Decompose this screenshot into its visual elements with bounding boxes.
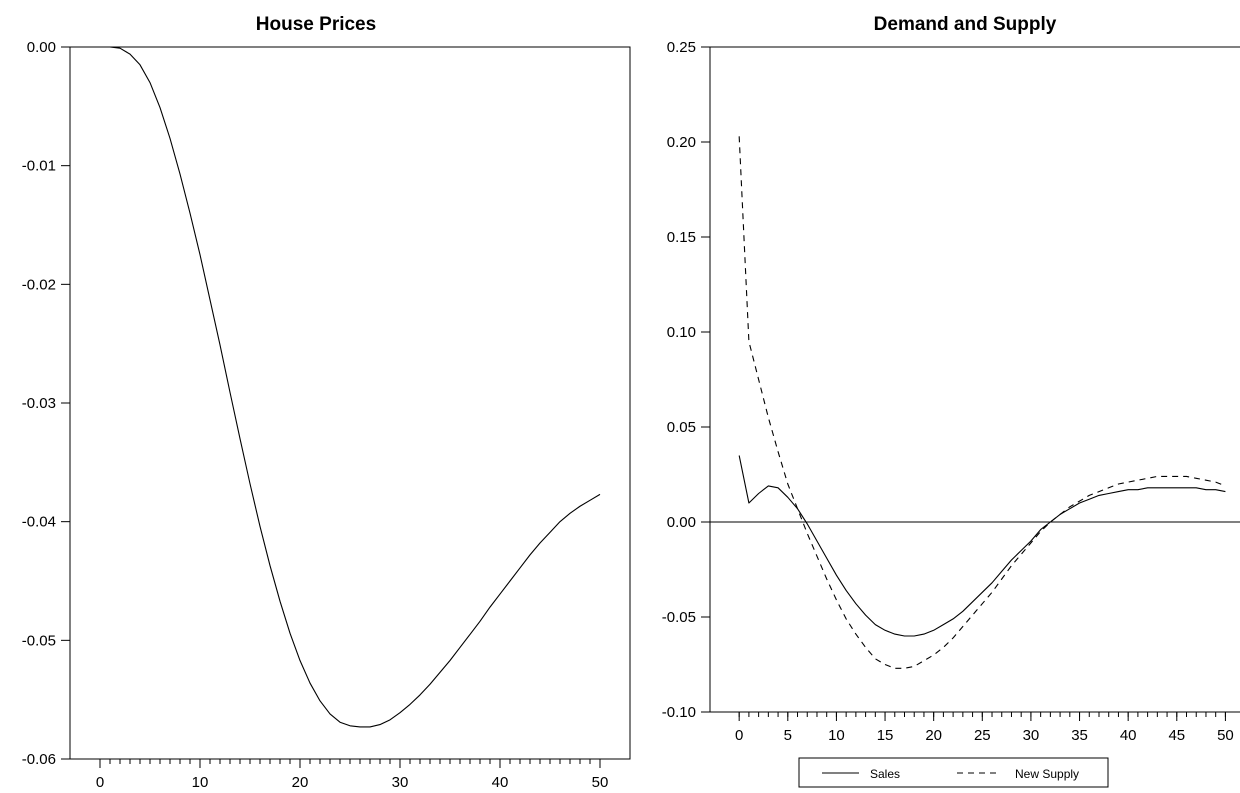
y-tick-label: 0.15 xyxy=(667,229,696,246)
y-tick-label: -0.01 xyxy=(22,158,56,175)
series-line-sales xyxy=(738,455,1226,637)
y-tick-label: -0.05 xyxy=(662,609,696,626)
x-tick-label: 35 xyxy=(1071,727,1088,744)
x-tick-label: 45 xyxy=(1168,727,1185,744)
x-tick-label: 0 xyxy=(735,727,743,744)
y-tick-label: 0.00 xyxy=(27,39,56,56)
house-prices-chart: House Prices 0.00 -0.01 -0.02 -0.03 -0.04 -0.… xyxy=(22,14,631,791)
demand-supply-chart: Demand and Supply 0.250.200.150.100.050.… xyxy=(662,14,1240,788)
series-line-price xyxy=(100,46,601,728)
x-tick-label: 10 xyxy=(828,727,845,744)
y-tick-label: 0.20 xyxy=(667,134,696,151)
series-line-new-supply xyxy=(738,136,1226,669)
legend-label-sales: Sales xyxy=(870,767,900,781)
y-tick-label: -0.05 xyxy=(22,632,56,649)
x-tick-label: 30 xyxy=(392,774,409,791)
y-tick-label: -0.10 xyxy=(662,704,696,721)
x-tick-label: 40 xyxy=(1120,727,1137,744)
legend: Sales New Supply xyxy=(798,757,1109,788)
chart-title: House Prices xyxy=(256,14,376,35)
y-tick-label: -0.04 xyxy=(22,514,56,531)
plot-frame xyxy=(69,46,631,760)
tick-layer: 0.25 0.20 0.15 0.10 0.05 0.00 -0.05 -0.10 0 5 10 15… xyxy=(662,39,1234,744)
x-tick-label: 20 xyxy=(925,727,942,744)
x-tick-label: 25 xyxy=(974,727,991,744)
series-layer xyxy=(710,136,1240,669)
y-tick-label: -0.03 xyxy=(22,395,56,412)
x-tick-label: 5 xyxy=(784,727,792,744)
x-tick-label: 30 xyxy=(1023,727,1040,744)
y-tick-label: 0.25 xyxy=(667,39,696,56)
x-tick-label: 0 xyxy=(96,774,104,791)
y-tick-label: -0.02 xyxy=(22,276,56,293)
chart-title: Demand and Supply xyxy=(874,14,1057,35)
y-tick-label: -0.06 xyxy=(22,751,56,768)
tick-layer: 0.00 -0.01 -0.02 -0.03 -0.04 -0.05 -0.06 0 10 20 3… xyxy=(22,39,609,791)
x-tick-label: 50 xyxy=(592,774,609,791)
x-tick-label: 40 xyxy=(492,774,509,791)
y-tick-label: 0.05 xyxy=(667,419,696,436)
series-layer xyxy=(100,46,601,728)
x-tick-label: 15 xyxy=(877,727,894,744)
y-tick-label: 0.10 xyxy=(667,324,696,341)
y-tick-label: 0.00 xyxy=(667,514,696,531)
legend-label-new-supply: New Supply xyxy=(1015,767,1079,781)
x-tick-label: 50 xyxy=(1217,727,1234,744)
x-tick-label: 10 xyxy=(192,774,209,791)
x-tick-label: 20 xyxy=(292,774,309,791)
